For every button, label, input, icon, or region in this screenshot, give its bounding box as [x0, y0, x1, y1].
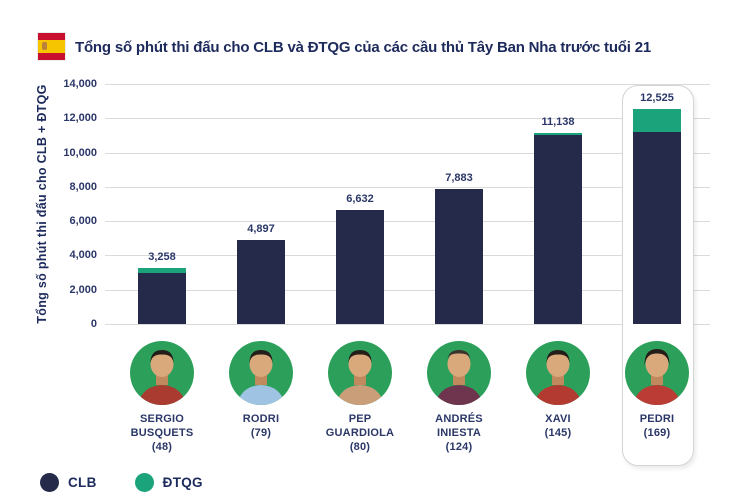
player-name: ANDRÉS INIESTA [435, 413, 483, 439]
bar-segment-clb [336, 210, 384, 324]
bar-segment-clb [435, 189, 483, 324]
gridline [105, 221, 710, 223]
column-rodri: 4,897 RODRI (79) [212, 0, 310, 500]
y-tick-label-12000: 12,000 [63, 112, 97, 125]
player-avatar [328, 341, 392, 405]
player-avatar [427, 341, 491, 405]
bar-segment-dtqg [633, 109, 681, 132]
bar-pedri [633, 109, 681, 324]
player-avatar [625, 341, 689, 405]
bar-sergio-busquets [138, 268, 186, 324]
player-label: RODRI (79) [220, 412, 302, 440]
flag-stripe-bottom [38, 52, 65, 60]
y-tick-label-2000: 2,000 [69, 283, 97, 296]
bar-segment-clb [633, 132, 681, 324]
bar-segment-dtqg [534, 133, 582, 135]
dtqg-color-dot-icon [134, 473, 154, 492]
player-caps: (79) [250, 427, 272, 439]
legend: CLB ĐTQG [40, 473, 203, 492]
player-caps: (124) [445, 441, 473, 453]
player-caps: (80) [349, 441, 371, 453]
player-caps: (169) [643, 427, 671, 439]
column-xavi: 11,138 XAVI (145) [509, 0, 607, 500]
player-name: PEP GUARDIOLA [325, 413, 395, 439]
bar-segment-clb [237, 240, 285, 324]
gridline [105, 255, 710, 257]
player-label: XAVI (145) [517, 412, 599, 440]
player-label: SERGIO BUSQUETS (48) [121, 412, 203, 454]
gridline [105, 152, 710, 154]
legend-item-clb: CLB [40, 473, 97, 492]
y-tick-label-14000: 14,000 [63, 78, 97, 90]
player-label: PEP GUARDIOLA (80) [319, 412, 401, 454]
legend-label-dtqg: ĐTQG [162, 475, 203, 490]
bar-value: 3,258 [148, 251, 176, 263]
bar-value: 4,897 [247, 223, 275, 235]
bar-value: 11,138 [541, 116, 575, 128]
column-sergio-busquets: 3,258 SERGIO BUSQUETS (48) [113, 0, 211, 500]
bar-value: 6,632 [346, 193, 374, 205]
bar-value: 12,525 [640, 92, 674, 104]
gridline [105, 289, 710, 291]
y-tick-label-10000: 10,000 [63, 146, 97, 159]
y-axis-label: Tổng số phút thi đấu cho CLB + ĐTQG [35, 84, 49, 324]
bar-andres-iniesta [435, 189, 483, 324]
bar-rodri [237, 240, 285, 324]
chart-title: Tổng số phút thi đấu cho CLB và ĐTQG của… [75, 39, 651, 56]
y-tick-label-4000: 4,000 [69, 249, 97, 262]
legend-item-dtqg: ĐTQG [134, 473, 203, 492]
player-name: SERGIO BUSQUETS [130, 413, 194, 439]
bar-value: 7,883 [445, 172, 473, 184]
gridline [105, 324, 710, 325]
player-avatar [229, 341, 293, 405]
flag-stripe-middle [38, 40, 65, 53]
player-caps: (48) [151, 441, 173, 453]
gridline [105, 186, 710, 188]
column-andres-iniesta: 7,883 ANDRÉS INIESTA (124) [410, 0, 508, 500]
clb-color-dot-icon [40, 473, 59, 492]
gridline [105, 118, 710, 120]
bar-xavi [534, 133, 582, 324]
legend-label-clb: CLB [68, 475, 97, 490]
column-pep-guardiola: 6,632 PEP GUARDIOLA (80) [311, 0, 409, 500]
y-tick-label-0: 0 [90, 318, 97, 330]
player-caps: (145) [544, 427, 572, 439]
bar-segment-dtqg [138, 268, 186, 273]
player-name: RODRI [242, 413, 280, 425]
flag-stripe-top [38, 33, 65, 41]
bar-pep-guardiola [336, 210, 384, 324]
bar-segment-clb [534, 135, 582, 324]
player-avatar [130, 341, 194, 405]
flag-emblem [42, 42, 47, 51]
y-tick-label-6000: 6,000 [69, 215, 97, 228]
player-name: XAVI [545, 413, 571, 425]
gridline [105, 84, 710, 85]
player-label: ANDRÉS INIESTA (124) [418, 412, 500, 454]
player-label: PEDRI (169) [616, 412, 698, 440]
spain-flag-icon [38, 33, 65, 60]
column-pedri: 12,525 PEDRI (169) [608, 0, 706, 500]
player-name: PEDRI [639, 413, 675, 425]
bar-segment-clb [138, 273, 186, 324]
player-avatar [526, 341, 590, 405]
y-tick-label-8000: 8,000 [69, 180, 97, 193]
